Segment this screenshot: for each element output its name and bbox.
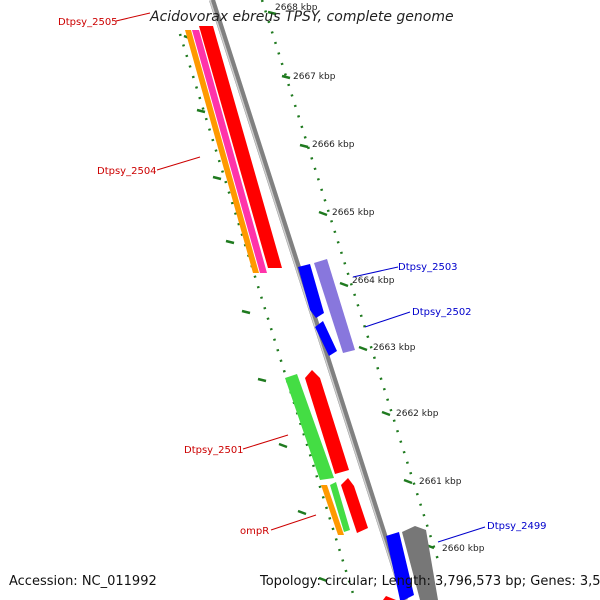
gene-dtpsy-2501-green[interactable] (285, 374, 334, 480)
inner-tick-track (260, 0, 440, 561)
scale-label: 2661 kbp (419, 477, 462, 487)
map-title: Acidovorax ebreus TPSY, complete genome (150, 9, 454, 25)
gene-dtpsy-2499-gray[interactable] (402, 526, 438, 600)
scale-label: 2668 kbp (275, 3, 318, 13)
inner-major-ticks (267, 10, 435, 550)
gene-label-ompr[interactable]: ompR (240, 526, 269, 537)
scale-label: 2663 kbp (373, 343, 416, 353)
gene-labels: Dtpsy_2505 Dtpsy_2504 Dtpsy_2503 Dtpsy_2… (58, 17, 547, 537)
scale-label: 2662 kbp (396, 409, 439, 419)
scale-label: 2666 kbp (312, 140, 355, 150)
gene-dtpsy-2504-red[interactable] (199, 26, 282, 268)
outer-tick-track (178, 33, 357, 600)
gene-label-dtpsy-2499[interactable]: Dtpsy_2499 (487, 521, 547, 532)
scale-label: 2664 kbp (352, 276, 395, 286)
gene-dtpsy-2502-blue[interactable] (315, 321, 337, 356)
accession-text: Accession: NC_011992 (9, 574, 157, 589)
gene-bottom-red[interactable] (383, 596, 396, 600)
gene-label-dtpsy-2503[interactable]: Dtpsy_2503 (398, 262, 458, 273)
gene-dtpsy-2504-orange[interactable] (185, 30, 259, 273)
scale-labels: 2668 kbp 2667 kbp 2666 kbp 2665 kbp 2664… (275, 3, 485, 554)
gene-dtpsy-2504-magenta[interactable] (192, 30, 267, 273)
gene-leader-lines (115, 12, 486, 543)
gene-dtpsy-2501-red[interactable] (305, 370, 349, 474)
scale-label: 2665 kbp (332, 208, 375, 218)
gene-ompr-orange[interactable] (321, 485, 344, 535)
scale-label: 2667 kbp (293, 72, 336, 82)
scale-label: 2660 kbp (442, 544, 485, 554)
gene-label-dtpsy-2501[interactable]: Dtpsy_2501 (184, 445, 244, 456)
gene-label-dtpsy-2504[interactable]: Dtpsy_2504 (97, 166, 157, 177)
gene-label-dtpsy-2502[interactable]: Dtpsy_2502 (412, 307, 472, 318)
genome-backbone-highlight (209, 0, 404, 600)
gene-dtpsy-2503-blue[interactable] (298, 264, 324, 318)
gene-label-dtpsy-2505[interactable]: Dtpsy_2505 (58, 17, 118, 28)
gene-ompr-green[interactable] (330, 482, 350, 532)
gene-dtpsy-2503-violet[interactable] (314, 259, 355, 353)
genome-summary-text: Topology: circular; Length: 3,796,573 bp… (260, 574, 600, 589)
outer-major-ticks (183, 34, 328, 583)
gene-dtpsy-2499-blue[interactable] (386, 532, 414, 600)
gene-ompr-red[interactable] (341, 478, 368, 533)
